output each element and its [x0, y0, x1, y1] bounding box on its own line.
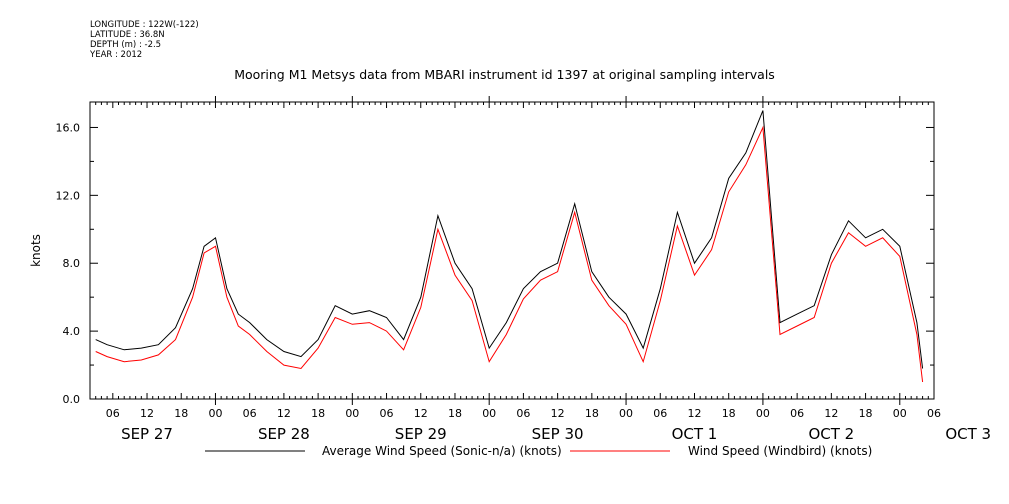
- x-tick-label: 12: [140, 407, 154, 420]
- y-tick-label: 12.0: [56, 189, 81, 202]
- y-tick-label: 16.0: [56, 121, 81, 134]
- x-tick-label: 06: [380, 407, 394, 420]
- x-tick-label: 18: [448, 407, 462, 420]
- x-tick-label: 18: [311, 407, 325, 420]
- y-tick-label: 8.0: [63, 257, 81, 270]
- y-tick-label: 4.0: [63, 325, 81, 338]
- chart-title: Mooring M1 Metsys data from MBARI instru…: [234, 67, 775, 82]
- x-tick-label: 06: [516, 407, 530, 420]
- x-day-label: SEP 30: [532, 425, 584, 443]
- x-tick-label: 00: [619, 407, 633, 420]
- x-tick-label: 06: [790, 407, 804, 420]
- x-day-label: SEP 28: [258, 425, 310, 443]
- x-tick-label: 12: [551, 407, 565, 420]
- x-day-label: OCT 3: [945, 425, 991, 443]
- x-tick-label: 18: [859, 407, 873, 420]
- x-tick-label: 00: [345, 407, 359, 420]
- x-tick-label: 12: [277, 407, 291, 420]
- x-tick-label: 06: [653, 407, 667, 420]
- x-tick-label: 06: [243, 407, 257, 420]
- legend-label-2: Wind Speed (Windbird) (knots): [688, 444, 872, 458]
- x-day-label: OCT 1: [672, 425, 718, 443]
- series-line-1: [95, 110, 924, 369]
- x-tick-label: 06: [106, 407, 120, 420]
- x-tick-label: 00: [756, 407, 770, 420]
- x-tick-label: 18: [722, 407, 736, 420]
- metadata-depth: DEPTH (m) : -2.5: [90, 40, 162, 50]
- y-axis-label: knots: [29, 234, 43, 267]
- metadata-latitude: LATITUDE : 36.8N: [90, 30, 165, 40]
- x-tick-label: 18: [174, 407, 188, 420]
- x-tick-label: 06: [927, 407, 941, 420]
- x-day-label: OCT 2: [808, 425, 854, 443]
- x-day-label: SEP 27: [121, 425, 173, 443]
- metadata-longitude: LONGITUDE : 122W(-122): [90, 20, 199, 30]
- x-tick-label: 18: [585, 407, 599, 420]
- series-line-2: [95, 125, 924, 383]
- y-tick-label: 0.0: [63, 393, 81, 406]
- x-day-label: SEP 29: [395, 425, 447, 443]
- legend-label-1: Average Wind Speed (Sonic-n/a) (knots): [322, 444, 562, 458]
- x-tick-label: 00: [482, 407, 496, 420]
- x-tick-label: 12: [414, 407, 428, 420]
- x-tick-label: 12: [687, 407, 701, 420]
- x-minor-ticks: [89, 102, 935, 399]
- metadata-year: YEAR : 2012: [90, 50, 143, 60]
- metadata-block: LONGITUDE : 122W(-122) LATITUDE : 36.8N …: [90, 20, 199, 60]
- x-tick-label: 12: [824, 407, 838, 420]
- x-tick-label: 00: [208, 407, 222, 420]
- x-tick-label: 00: [893, 407, 907, 420]
